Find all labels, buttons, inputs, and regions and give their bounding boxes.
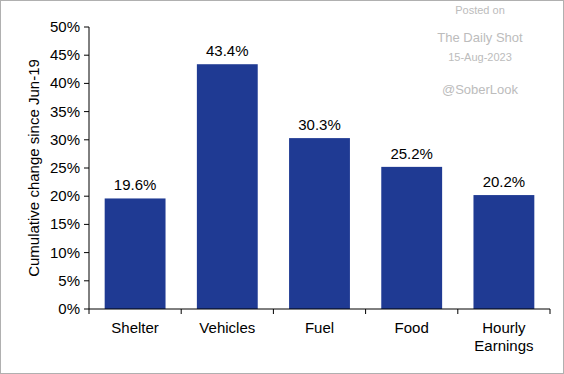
y-tick-label: 30% bbox=[50, 131, 80, 148]
data-label: 19.6% bbox=[114, 176, 157, 193]
watermark: Posted on bbox=[455, 4, 505, 16]
data-label: 25.2% bbox=[390, 145, 433, 162]
bar bbox=[105, 198, 166, 309]
y-tick bbox=[84, 27, 89, 28]
bar bbox=[197, 64, 258, 309]
category-label: HourlyEarnings bbox=[474, 319, 533, 354]
bar bbox=[473, 195, 534, 309]
y-tick bbox=[84, 111, 89, 112]
x-axis-line bbox=[89, 309, 550, 310]
y-tick bbox=[84, 309, 89, 310]
category-label: Fuel bbox=[305, 319, 334, 336]
x-tick bbox=[457, 309, 458, 314]
y-tick bbox=[84, 139, 89, 140]
data-label: 20.2% bbox=[483, 173, 526, 190]
y-tick-label: 20% bbox=[50, 187, 80, 204]
y-tick-label: 10% bbox=[50, 244, 80, 261]
data-label: 43.4% bbox=[206, 42, 249, 59]
category-label: Vehicles bbox=[199, 319, 255, 336]
watermark: 15-Aug-2023 bbox=[448, 51, 512, 63]
y-tick-label: 50% bbox=[50, 18, 80, 35]
y-tick-label: 0% bbox=[58, 300, 80, 317]
y-tick-label: 45% bbox=[50, 46, 80, 63]
watermark: The Daily Shot bbox=[437, 30, 523, 45]
category-label: Shelter bbox=[111, 319, 159, 336]
y-tick-label: 15% bbox=[50, 215, 80, 232]
y-tick-label: 5% bbox=[58, 272, 80, 289]
y-axis-label: Cumulative change since Jun-19 bbox=[25, 59, 42, 277]
watermark: @SoberLook bbox=[442, 82, 519, 97]
bar bbox=[289, 138, 350, 309]
y-tick-label: 35% bbox=[50, 103, 80, 120]
category-line: Earnings bbox=[474, 337, 533, 354]
x-tick bbox=[550, 309, 551, 314]
y-tick bbox=[84, 55, 89, 56]
bar bbox=[381, 167, 442, 309]
frame bbox=[1, 1, 564, 374]
y-tick bbox=[84, 280, 89, 281]
x-tick bbox=[273, 309, 274, 314]
y-tick-label: 40% bbox=[50, 74, 80, 91]
y-tick bbox=[84, 196, 89, 197]
bars bbox=[105, 64, 535, 309]
y-tick bbox=[84, 224, 89, 225]
y-tick bbox=[84, 83, 89, 84]
data-label: 30.3% bbox=[298, 116, 341, 133]
y-tick bbox=[84, 168, 89, 169]
x-tick bbox=[365, 309, 366, 314]
y-tick-label: 25% bbox=[50, 159, 80, 176]
category-line: Hourly bbox=[482, 319, 526, 336]
x-tick bbox=[89, 309, 90, 314]
y-tick bbox=[84, 252, 89, 253]
category-label: Food bbox=[395, 319, 429, 336]
x-tick bbox=[181, 309, 182, 314]
